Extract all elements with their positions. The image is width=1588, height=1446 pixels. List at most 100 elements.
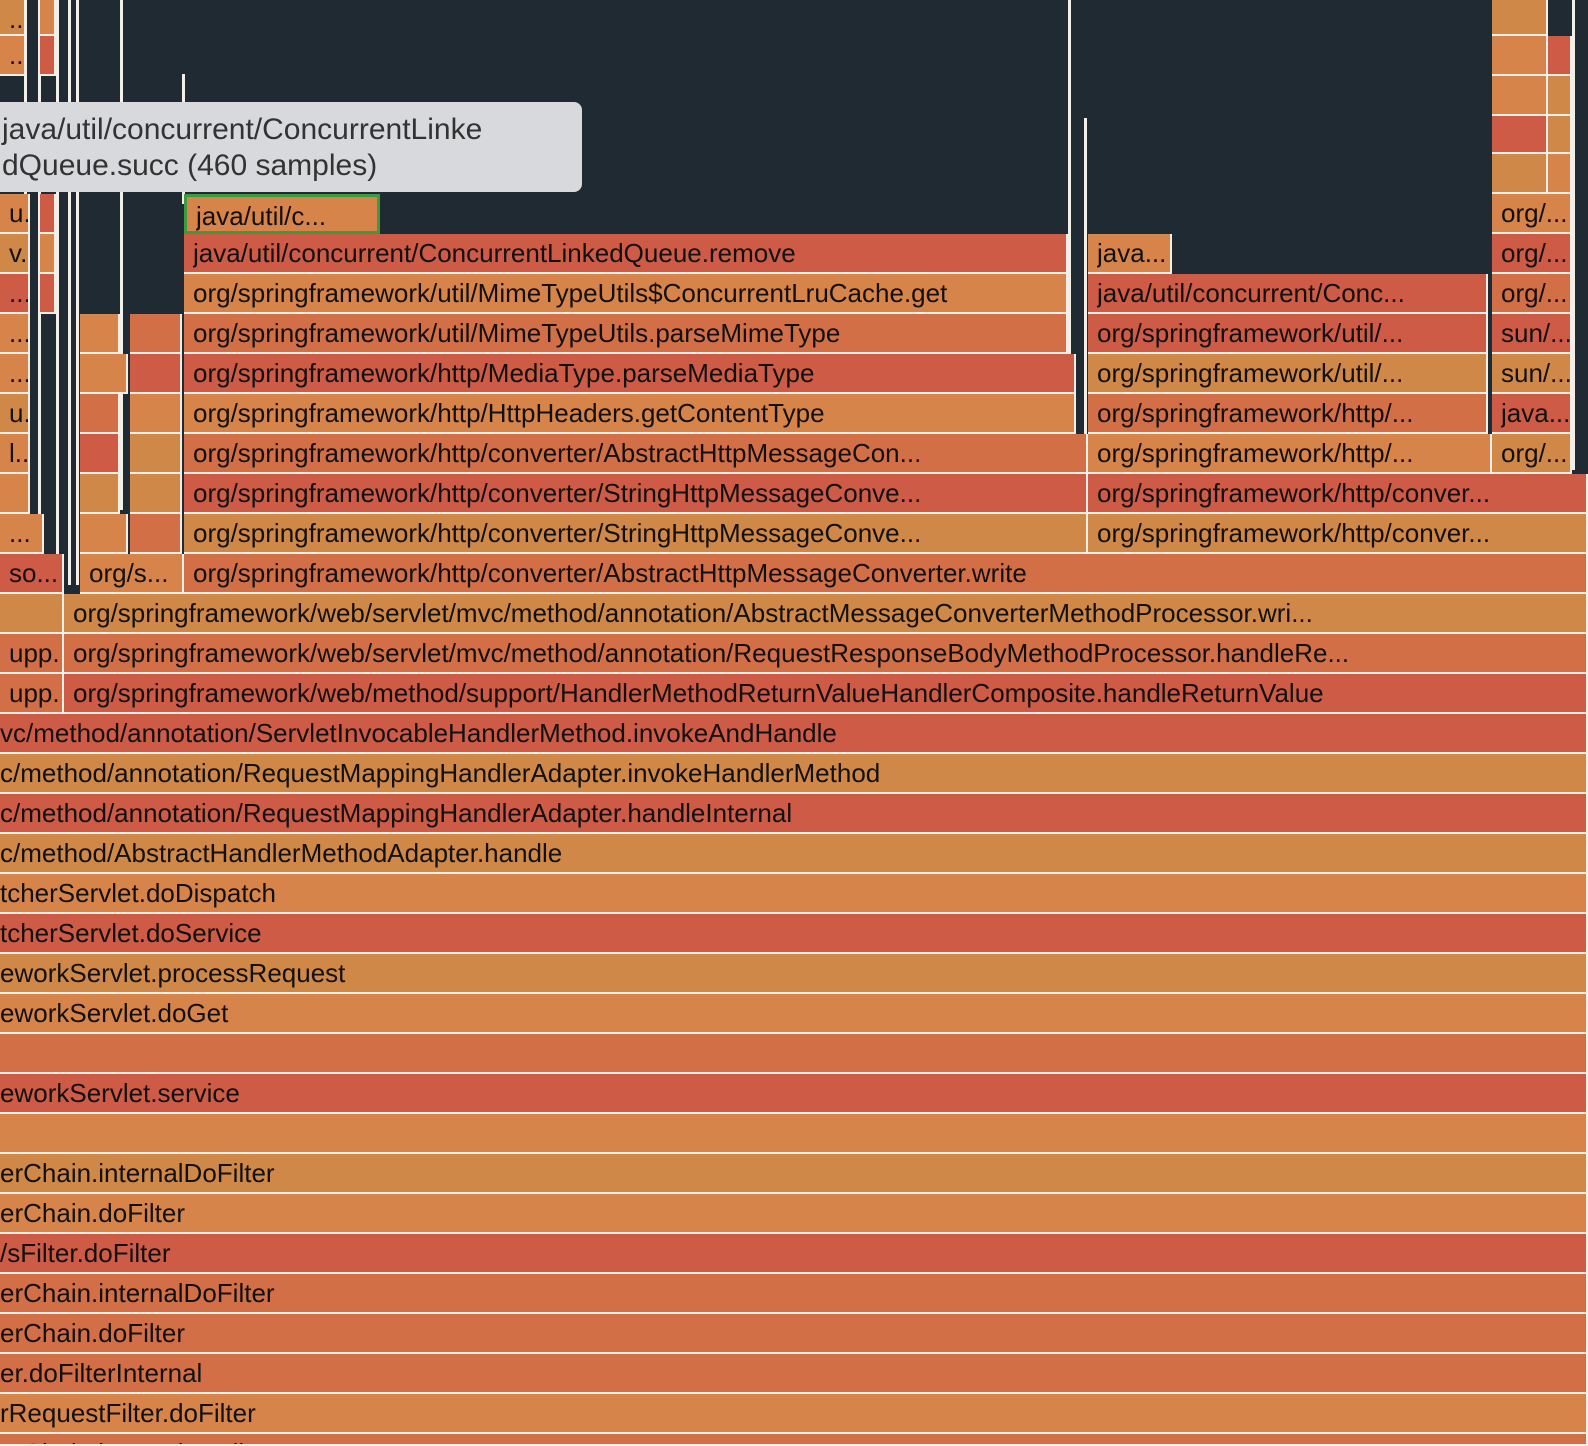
frame[interactable]: org/s... bbox=[80, 554, 184, 594]
frame[interactable] bbox=[40, 0, 56, 36]
frame[interactable] bbox=[0, 474, 30, 514]
frame[interactable] bbox=[130, 394, 182, 434]
frame[interactable]: rRequestFilter.doFilter bbox=[0, 1394, 1588, 1434]
narrow-stack[interactable] bbox=[1572, 0, 1575, 470]
frame[interactable] bbox=[130, 314, 182, 354]
frame[interactable]: ... bbox=[0, 274, 30, 314]
frame[interactable]: l... bbox=[0, 434, 30, 474]
frame[interactable]: u... bbox=[0, 394, 30, 434]
frame[interactable] bbox=[40, 234, 56, 274]
frame[interactable]: c/method/annotation/RequestMappingHandle… bbox=[0, 794, 1588, 834]
frame[interactable]: org/... bbox=[1492, 234, 1572, 274]
narrow-stack[interactable] bbox=[68, 0, 71, 585]
frame[interactable]: org/springframework/http/converter/Strin… bbox=[184, 514, 1088, 554]
frame[interactable]: eworkServlet.doGet bbox=[0, 994, 1588, 1034]
narrow-stack[interactable] bbox=[56, 0, 59, 585]
narrow-stack[interactable] bbox=[120, 0, 123, 510]
frame[interactable]: ... bbox=[0, 0, 26, 36]
frame-selected[interactable]: java/util/c... bbox=[184, 194, 380, 234]
frame[interactable] bbox=[80, 474, 120, 514]
frame[interactable]: org/springframework/http/conver... bbox=[1088, 514, 1588, 554]
frame[interactable]: ... bbox=[0, 314, 30, 354]
frame[interactable]: ... bbox=[0, 514, 44, 554]
frame[interactable]: so... bbox=[0, 554, 64, 594]
narrow-stack[interactable] bbox=[1084, 118, 1087, 434]
frame[interactable] bbox=[1492, 154, 1548, 194]
frame[interactable]: org/springframework/util/... bbox=[1088, 354, 1488, 394]
frame[interactable] bbox=[80, 354, 128, 394]
frame[interactable]: org/springframework/http/converter/Abstr… bbox=[184, 554, 1588, 594]
frame[interactable]: ... bbox=[0, 354, 30, 394]
frame[interactable]: erChain.internalDoFilter bbox=[0, 1154, 1588, 1194]
frame[interactable] bbox=[40, 194, 56, 234]
frame[interactable] bbox=[1492, 36, 1548, 76]
frame[interactable] bbox=[130, 514, 182, 554]
frame[interactable]: /sFilter.doFilter bbox=[0, 1234, 1588, 1274]
frame[interactable]: c/method/AbstractHandlerMethodAdapter.ha… bbox=[0, 834, 1588, 874]
frame[interactable] bbox=[80, 434, 120, 474]
frame[interactable]: tcherServlet.doDispatch bbox=[0, 874, 1588, 914]
narrow-stack[interactable] bbox=[76, 0, 79, 585]
frame[interactable] bbox=[1548, 116, 1572, 154]
frame[interactable] bbox=[130, 434, 182, 474]
frame[interactable]: erChain.internalDoFilter bbox=[0, 1434, 1588, 1446]
frame[interactable] bbox=[130, 474, 182, 514]
frame[interactable] bbox=[80, 514, 128, 554]
frame[interactable] bbox=[0, 1034, 1588, 1074]
frame[interactable]: java/util/concurrent/ConcurrentLinkedQue… bbox=[184, 234, 1068, 274]
frame[interactable] bbox=[0, 1114, 1588, 1154]
frame[interactable]: eworkServlet.processRequest bbox=[0, 954, 1588, 994]
tooltip-line-1: java/util/concurrent/ConcurrentLinke bbox=[2, 113, 483, 146]
frame[interactable]: sun/... bbox=[1492, 314, 1572, 354]
frame[interactable]: org/springframework/http/HttpHeaders.get… bbox=[184, 394, 1076, 434]
frame-tooltip: java/util/concurrent/ConcurrentLinke dQu… bbox=[0, 102, 582, 192]
frame[interactable]: org/... bbox=[1492, 274, 1572, 314]
frame[interactable]: c/method/annotation/RequestMappingHandle… bbox=[0, 754, 1588, 794]
frame[interactable]: java... bbox=[1088, 234, 1172, 274]
frame[interactable] bbox=[40, 274, 56, 314]
frame[interactable]: v... bbox=[0, 234, 30, 274]
frame[interactable]: ... bbox=[0, 36, 26, 76]
frame[interactable]: org/springframework/http/conver... bbox=[1088, 474, 1588, 514]
frame[interactable] bbox=[1492, 0, 1548, 36]
frame[interactable]: erChain.internalDoFilter bbox=[0, 1274, 1588, 1314]
frame[interactable]: org/springframework/http/... bbox=[1088, 394, 1488, 434]
frame[interactable]: org/springframework/http/converter/Strin… bbox=[184, 474, 1088, 514]
frame[interactable]: u... bbox=[0, 194, 30, 234]
frame[interactable] bbox=[40, 36, 56, 76]
frame[interactable]: erChain.doFilter bbox=[0, 1314, 1588, 1354]
frame[interactable]: eworkServlet.service bbox=[0, 1074, 1588, 1114]
frame[interactable] bbox=[1548, 36, 1572, 76]
frame[interactable]: org/springframework/http/converter/Abstr… bbox=[184, 434, 1088, 474]
frame[interactable] bbox=[80, 394, 120, 434]
frame[interactable]: upp... bbox=[0, 634, 64, 674]
frame[interactable]: org/springframework/web/servlet/mvc/meth… bbox=[64, 634, 1588, 674]
frame[interactable]: java... bbox=[1492, 394, 1572, 434]
narrow-stack[interactable] bbox=[1068, 0, 1071, 432]
frame[interactable] bbox=[1548, 76, 1572, 116]
frame[interactable]: upp... bbox=[0, 674, 64, 714]
frame[interactable]: er.doFilterInternal bbox=[0, 1354, 1588, 1394]
frame[interactable]: org/springframework/util/... bbox=[1088, 314, 1488, 354]
narrow-stack[interactable] bbox=[38, 0, 41, 545]
frame[interactable]: java/util/concurrent/Conc... bbox=[1088, 274, 1488, 314]
frame[interactable]: org/springframework/http/MediaType.parse… bbox=[184, 354, 1076, 394]
frame[interactable]: erChain.doFilter bbox=[0, 1194, 1588, 1234]
frame[interactable] bbox=[1492, 116, 1548, 154]
frame[interactable] bbox=[1548, 154, 1572, 194]
frame[interactable]: org/springframework/util/MimeTypeUtils$C… bbox=[184, 274, 1068, 314]
frame[interactable]: org/springframework/http/... bbox=[1088, 434, 1492, 474]
frame[interactable]: sun/... bbox=[1492, 354, 1572, 394]
frame[interactable]: org/springframework/web/servlet/mvc/meth… bbox=[64, 594, 1588, 634]
frame[interactable]: vc/method/annotation/ServletInvocableHan… bbox=[0, 714, 1588, 754]
frame[interactable]: org/springframework/web/method/support/H… bbox=[64, 674, 1588, 714]
frame[interactable] bbox=[130, 354, 182, 394]
frame[interactable]: org/... bbox=[1492, 434, 1572, 474]
frame[interactable] bbox=[0, 594, 64, 634]
frame[interactable] bbox=[1492, 76, 1548, 116]
frame[interactable]: org/... bbox=[1492, 194, 1572, 234]
frame[interactable]: org/springframework/util/MimeTypeUtils.p… bbox=[184, 314, 1068, 354]
frame[interactable]: tcherServlet.doService bbox=[0, 914, 1588, 954]
frame[interactable] bbox=[80, 314, 120, 354]
